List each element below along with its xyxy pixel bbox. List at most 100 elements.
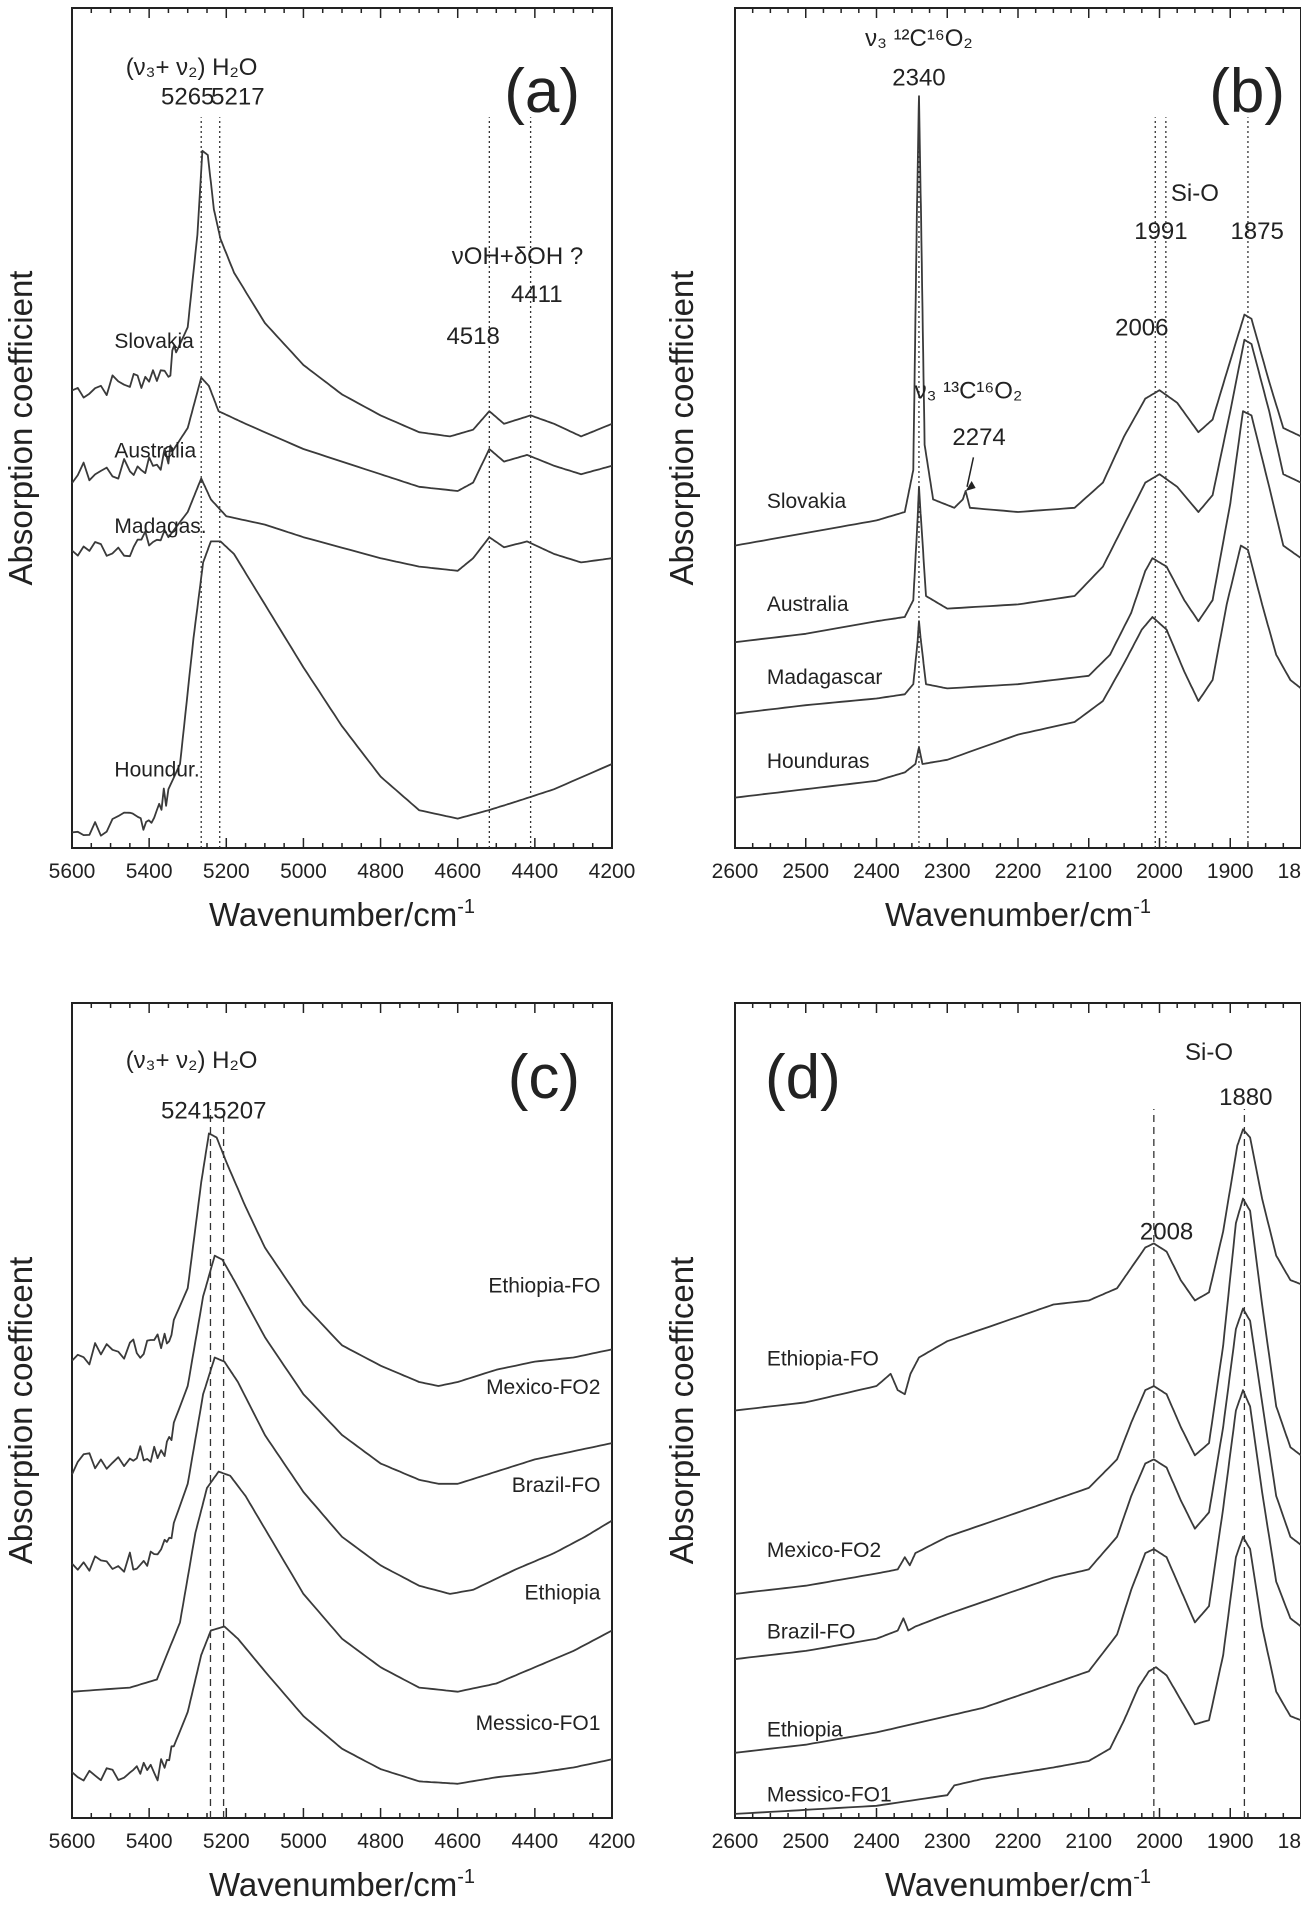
series-line-mexico-fo2 bbox=[71, 1254, 613, 1485]
series-label-australia: Australia bbox=[114, 439, 196, 462]
x-tick-label-5400: 5400 bbox=[126, 860, 173, 883]
series-line-australia bbox=[71, 376, 613, 492]
x-tick-label-4600: 4600 bbox=[434, 860, 481, 883]
annotation-c-o-0: ν₃ ¹²C¹⁶O₂ bbox=[865, 25, 973, 52]
annotation-oh-oh-3: νOH+δOH ? bbox=[452, 243, 583, 270]
panel-label: (b) bbox=[1209, 57, 1285, 126]
x-tick-label-4400: 4400 bbox=[511, 1830, 558, 1853]
y-axis-label: Absorption coefficent bbox=[2, 1257, 39, 1565]
series-line-australia bbox=[734, 338, 1301, 644]
x-tick-label-2400: 2400 bbox=[853, 1830, 900, 1853]
annotation-1880-1: 1880 bbox=[1219, 1084, 1272, 1111]
series-label-messico-fo1: Messico-FO1 bbox=[476, 1712, 601, 1735]
panel-label: (a) bbox=[504, 57, 580, 126]
annotation-2340-1: 2340 bbox=[892, 64, 945, 91]
x-tick-label-2400: 2400 bbox=[853, 860, 900, 883]
annotation-2008-2: 2008 bbox=[1140, 1218, 1193, 1245]
annotation-h-o-0: (ν₃+ ν₂) H₂O bbox=[126, 1047, 258, 1074]
panel-a: 5600 5400 5200 5000 4800 4600 4400 4200 Wavenumb… bbox=[2, 7, 636, 933]
x-axis-label-superscript: -1 bbox=[1133, 896, 1151, 918]
x-tick-label-4400: 4400 bbox=[511, 860, 558, 883]
annotation-h-o-0: (ν₃+ ν₂) H₂O bbox=[126, 54, 258, 81]
x-tick-label-2000: 2000 bbox=[1136, 1830, 1183, 1853]
series-line-brazil-fo bbox=[734, 1307, 1301, 1660]
panel-b: 2600 2500 2400 2300 2200 2100 2000 1900 1800 Wave… bbox=[663, 7, 1301, 933]
x-tick-label-5000: 5000 bbox=[280, 1830, 327, 1853]
series-label-houndur: Houndur. bbox=[114, 759, 199, 782]
y-axis-label: Absorption coefficient bbox=[2, 271, 39, 586]
x-tick-label-2100: 2100 bbox=[1065, 860, 1112, 883]
panel-label: (d) bbox=[765, 1043, 841, 1112]
series-line-brazil-fo bbox=[71, 1356, 613, 1595]
x-tick-label-1800: 1800 bbox=[1278, 1830, 1301, 1853]
x-axis-label-superscript: -1 bbox=[457, 1866, 475, 1888]
x-tick-label-2200: 2200 bbox=[995, 1830, 1042, 1853]
x-axis-label: Wavenumber/cm-1 bbox=[885, 896, 1151, 933]
x-axis-label-superscript: -1 bbox=[457, 896, 475, 918]
series-line-madagascar bbox=[734, 410, 1301, 715]
annotation-1875-4: 1875 bbox=[1230, 218, 1283, 245]
annotation-2006-5: 2006 bbox=[1115, 315, 1168, 342]
series-label-mexico-fo2: Mexico-FO2 bbox=[767, 1539, 881, 1562]
series-label-ethiopia: Ethiopia bbox=[525, 1582, 601, 1605]
series-label-brazil-fo: Brazil-FO bbox=[767, 1621, 856, 1644]
x-axis-label: Wavenumber/cm-1 bbox=[209, 896, 475, 933]
series-label-madagascar: Madagascar bbox=[767, 666, 883, 689]
annotation-5265-1: 5265 bbox=[161, 84, 214, 111]
series-line-mexico-fo2 bbox=[734, 1197, 1301, 1595]
annotation-2274-7: 2274 bbox=[952, 424, 1005, 451]
series-line-ethiopia bbox=[71, 1470, 613, 1693]
series-label-messico-fo1: Messico-FO1 bbox=[767, 1784, 892, 1807]
series-label-slovakia: Slovakia bbox=[114, 330, 194, 353]
annotation-5241-1: 5241 bbox=[161, 1098, 214, 1125]
x-tick-label-1900: 1900 bbox=[1207, 860, 1254, 883]
x-tick-label-5200: 5200 bbox=[203, 860, 250, 883]
series-line-madagas bbox=[71, 477, 613, 572]
x-axis-label-superscript: -1 bbox=[1133, 1866, 1151, 1888]
series-line-messico-fo1 bbox=[734, 1535, 1301, 1815]
series-line-ethiopia bbox=[734, 1389, 1301, 1754]
x-tick-label-2100: 2100 bbox=[1065, 1830, 1112, 1853]
annotation-si-o-2: Si-O bbox=[1171, 180, 1219, 207]
annotation-4518-4: 4518 bbox=[446, 323, 499, 350]
x-tick-label-2000: 2000 bbox=[1136, 860, 1183, 883]
panel-label: (c) bbox=[508, 1043, 580, 1112]
x-tick-label-2500: 2500 bbox=[782, 1830, 829, 1853]
y-axis-label: Absorption coefficient bbox=[663, 271, 700, 586]
arrowhead-icon bbox=[965, 481, 976, 491]
series-label-slovakia: Slovakia bbox=[767, 490, 847, 513]
series-label-mexico-fo2: Mexico-FO2 bbox=[486, 1376, 600, 1399]
x-tick-label-2600: 2600 bbox=[712, 1830, 759, 1853]
series-label-ethiopia: Ethiopia bbox=[767, 1719, 843, 1742]
series-label-brazil-fo: Brazil-FO bbox=[512, 1474, 601, 1497]
x-tick-label-5000: 5000 bbox=[280, 860, 327, 883]
x-tick-label-2600: 2600 bbox=[712, 860, 759, 883]
x-tick-label-5400: 5400 bbox=[126, 1830, 173, 1853]
plot-frame bbox=[71, 1002, 613, 1819]
plot-frame bbox=[734, 7, 1301, 849]
series-line-messico-fo1 bbox=[71, 1625, 613, 1785]
series-line-slovakia bbox=[734, 95, 1301, 547]
series-line-hounduras bbox=[734, 544, 1301, 799]
series-line-slovakia bbox=[71, 149, 613, 438]
x-tick-label-1900: 1900 bbox=[1207, 1830, 1254, 1853]
annotation-si-o-0: Si-O bbox=[1185, 1039, 1233, 1066]
series-label-ethiopia-fo: Ethiopia-FO bbox=[488, 1274, 600, 1297]
panel-c: 5600 5400 5200 5000 4800 4600 4400 4200 Wavenumb… bbox=[2, 1002, 635, 1903]
series-line-houndur bbox=[71, 540, 613, 837]
series-label-madagas: Madagas. bbox=[114, 515, 206, 538]
annotation-5207-2: 5207 bbox=[213, 1098, 266, 1125]
x-tick-label-4200: 4200 bbox=[589, 860, 636, 883]
series-label-ethiopia-fo: Ethiopia-FO bbox=[767, 1348, 879, 1371]
series-line-ethiopia-fo bbox=[734, 1128, 1301, 1412]
x-tick-label-5600: 5600 bbox=[49, 1830, 96, 1853]
annotation-1991-3: 1991 bbox=[1134, 218, 1187, 245]
annotation-4411-5: 4411 bbox=[511, 281, 563, 308]
x-axis-label: Wavenumber/cm-1 bbox=[885, 1866, 1151, 1903]
series-line-ethiopia-fo bbox=[71, 1132, 613, 1387]
x-tick-label-5600: 5600 bbox=[49, 860, 96, 883]
x-tick-label-5200: 5200 bbox=[203, 1830, 250, 1853]
x-tick-label-2200: 2200 bbox=[995, 860, 1042, 883]
panel-d: 2600 2500 2400 2300 2200 2100 2000 1900 1800 Wave… bbox=[663, 1002, 1301, 1903]
